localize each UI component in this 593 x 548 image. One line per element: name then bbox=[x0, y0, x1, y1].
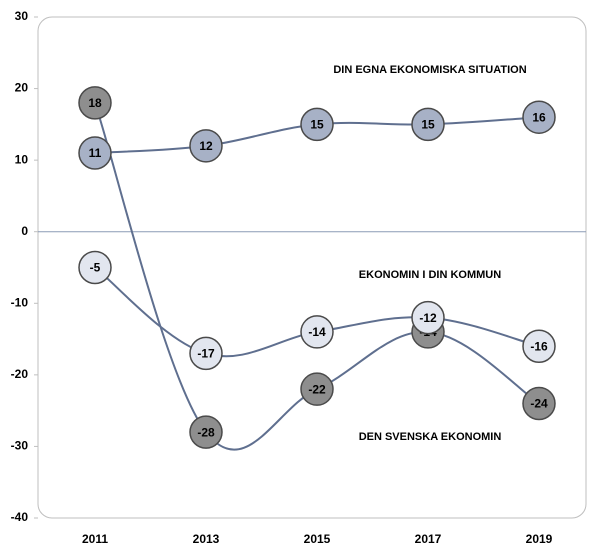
series-label: DIN EGNA EKONOMISKA SITUATION bbox=[333, 64, 526, 76]
series-label: EKONOMIN I DIN KOMMUN bbox=[359, 269, 501, 281]
y-tick-label: 0 bbox=[21, 224, 28, 238]
series-line bbox=[94, 102, 540, 451]
value-label: -14 bbox=[308, 325, 326, 339]
y-tick-label: -30 bbox=[11, 439, 29, 453]
data-point bbox=[522, 100, 556, 134]
value-label: 18 bbox=[88, 96, 102, 110]
data-point bbox=[411, 107, 445, 142]
value-label: -22 bbox=[308, 382, 326, 396]
y-tick-label: 20 bbox=[15, 81, 29, 95]
data-point bbox=[300, 372, 334, 406]
value-label: -12 bbox=[419, 311, 437, 325]
data-point bbox=[78, 250, 112, 285]
value-label: 16 bbox=[532, 110, 546, 124]
data-point bbox=[411, 300, 445, 335]
data-point bbox=[78, 86, 112, 120]
y-tick-label: -10 bbox=[11, 295, 29, 309]
y-tick-label: -20 bbox=[11, 367, 29, 381]
data-point bbox=[78, 136, 112, 170]
x-tick-label: 2011 bbox=[82, 532, 108, 546]
y-tick-label: -40 bbox=[11, 510, 29, 524]
plot-frame bbox=[37, 16, 587, 519]
value-label: 12 bbox=[199, 139, 213, 153]
value-label: -16 bbox=[530, 339, 548, 353]
value-label: 15 bbox=[421, 118, 435, 132]
data-point bbox=[300, 315, 334, 349]
x-tick-label: 2013 bbox=[193, 532, 220, 546]
y-tick-label: 10 bbox=[15, 152, 29, 166]
x-tick-label: 2017 bbox=[415, 532, 442, 546]
x-tick-label: 2015 bbox=[304, 532, 331, 546]
data-point bbox=[189, 129, 223, 163]
data-point bbox=[189, 415, 223, 449]
series-label: DEN SVENSKA EKONOMIN bbox=[359, 431, 502, 443]
value-label: 11 bbox=[89, 146, 102, 160]
value-label: -24 bbox=[530, 397, 548, 411]
value-label: -17 bbox=[197, 347, 215, 361]
data-point bbox=[189, 336, 223, 371]
y-tick-label: 30 bbox=[15, 9, 29, 23]
data-point bbox=[522, 386, 556, 421]
value-label: -5 bbox=[90, 261, 101, 275]
value-label: -28 bbox=[197, 425, 215, 439]
x-tick-label: 2019 bbox=[526, 532, 553, 546]
value-label: 15 bbox=[310, 118, 324, 132]
data-point bbox=[522, 329, 556, 363]
data-point bbox=[300, 107, 334, 142]
